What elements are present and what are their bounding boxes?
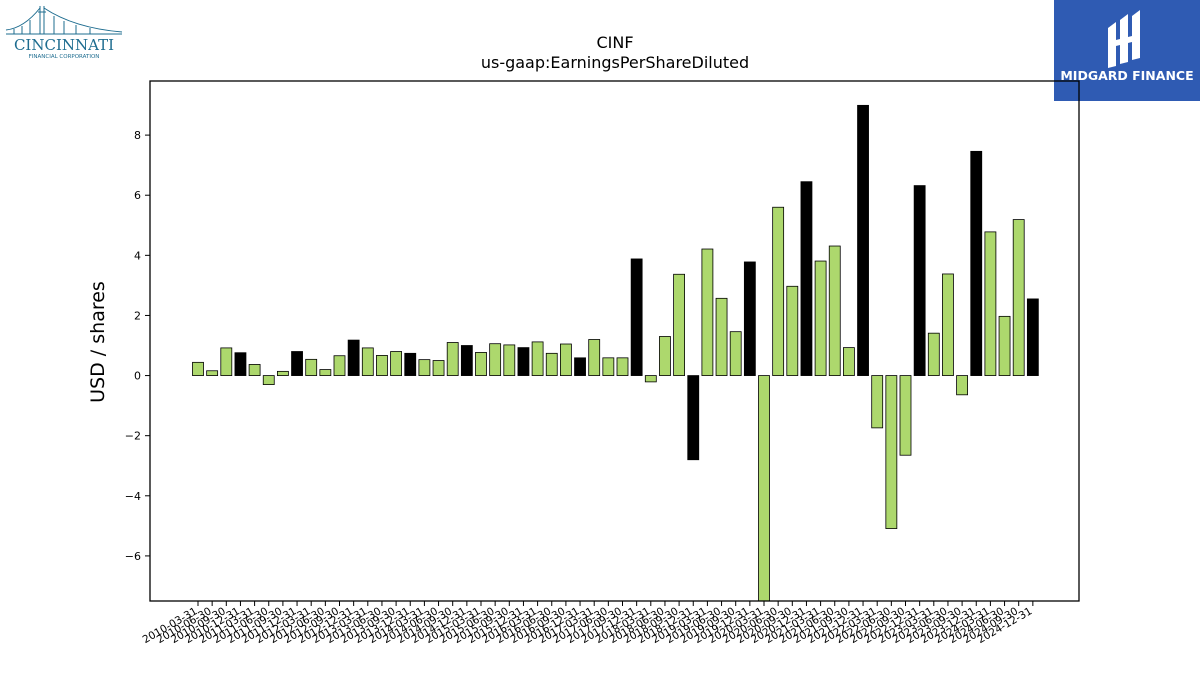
bar-2014-09-30 <box>446 342 459 376</box>
chart-subtitle: us-gaap:EarningsPerShareDiluted <box>481 53 749 72</box>
cincinnati-financial-logo: CINCINNATI FINANCIAL CORPORATION <box>4 2 126 62</box>
bar-2012-06-30 <box>319 369 332 376</box>
bar-2014-03-31 <box>418 359 431 376</box>
bar-2014-06-30 <box>432 360 445 376</box>
y-tick-label: 8 <box>134 129 141 142</box>
bar-2015-03-31 <box>475 352 487 376</box>
chart-title: CINF <box>596 33 633 52</box>
x-axis: 2010-03-312010-06-302010-09-302010-12-31… <box>141 601 1034 646</box>
y-tick-label: 0 <box>134 370 141 383</box>
y-tick-label: −2 <box>125 430 141 443</box>
midgard-mark-icon <box>1108 10 1140 68</box>
bar-2021-09-30 <box>843 347 855 376</box>
bar-2024-06-30 <box>998 315 1011 376</box>
bars-group <box>192 104 1039 602</box>
bar-2020-09-30 <box>786 285 799 376</box>
bar-2024-09-30 <box>1012 219 1025 376</box>
bar-2018-03-31 <box>644 375 657 383</box>
bar-2020-12-31 <box>800 181 813 376</box>
y-tick-label: −4 <box>125 490 141 503</box>
y-tick-label: 2 <box>134 309 141 322</box>
bar-2013-06-30 <box>376 355 388 376</box>
bar-2023-12-31 <box>970 150 983 376</box>
bar-2012-12-31 <box>347 339 360 376</box>
bar-2016-12-31 <box>574 357 586 376</box>
bar-2023-06-30 <box>942 273 954 376</box>
bar-2020-06-30 <box>772 206 785 376</box>
bar-2010-03-31 <box>192 361 204 376</box>
bar-2024-12-31 <box>1026 298 1039 376</box>
bar-2010-12-31 <box>234 352 247 376</box>
bar-2011-03-31 <box>248 364 261 376</box>
bar-2021-12-31 <box>857 104 869 376</box>
bar-2017-03-31 <box>588 339 601 376</box>
bar-2014-12-31 <box>460 345 473 376</box>
bar-2017-09-30 <box>616 357 629 376</box>
y-axis-label: USD / shares <box>87 281 109 403</box>
bar-2016-09-30 <box>560 343 572 376</box>
bar-2019-09-30 <box>729 331 742 376</box>
bar-2011-09-30 <box>276 370 289 376</box>
bar-2016-06-30 <box>545 352 558 376</box>
bar-2022-12-31 <box>913 185 926 376</box>
bar-2013-12-31 <box>404 352 417 376</box>
bridge-icon: CINCINNATI FINANCIAL CORPORATION <box>5 6 123 60</box>
bar-2022-09-30 <box>899 375 912 456</box>
bar-2023-09-30 <box>956 375 968 396</box>
y-tick-label: 6 <box>134 189 141 202</box>
bar-2018-09-30 <box>673 273 685 376</box>
bar-2018-12-31 <box>687 375 700 461</box>
bar-2016-03-31 <box>531 341 544 376</box>
bar-2019-03-31 <box>701 248 714 376</box>
bar-2017-12-31 <box>630 258 643 376</box>
logo-name: CINCINNATI <box>14 36 114 54</box>
bar-2010-06-30 <box>206 370 219 376</box>
bar-2023-03-31 <box>927 332 940 376</box>
y-tick-label: −6 <box>125 550 141 563</box>
bar-2019-12-31 <box>743 261 756 376</box>
bar-2020-03-31 <box>758 375 770 602</box>
midgard-brand-text: MIDGARD FINANCE <box>1060 68 1194 83</box>
bar-2011-12-31 <box>291 351 303 376</box>
bar-2012-09-30 <box>333 355 346 376</box>
plot-frame <box>149 80 1080 602</box>
bar-2024-03-31 <box>984 231 997 376</box>
bar-2022-06-30 <box>885 375 898 529</box>
bar-2015-06-30 <box>489 343 502 376</box>
bar-2015-12-31 <box>517 347 530 376</box>
bar-2010-09-30 <box>220 347 233 376</box>
midgard-finance-logo: MIDGARD FINANCE <box>1054 0 1200 101</box>
bar-2013-03-31 <box>361 347 374 376</box>
bar-2021-03-31 <box>814 260 827 376</box>
bar-2013-09-30 <box>390 351 403 376</box>
bar-2021-06-30 <box>828 245 841 376</box>
bar-2017-06-30 <box>602 357 615 376</box>
bar-2011-06-30 <box>262 375 275 385</box>
bar-2012-03-31 <box>305 358 318 376</box>
logo-subtext: FINANCIAL CORPORATION <box>29 54 100 60</box>
bar-2018-06-30 <box>659 336 671 376</box>
bar-2019-06-30 <box>715 297 728 376</box>
bar-2022-03-31 <box>871 375 884 429</box>
y-axis: −6 −4 −2 0 2 4 6 8 <box>125 129 150 563</box>
bar-2015-09-30 <box>503 344 516 376</box>
y-tick-label: 4 <box>134 249 141 262</box>
